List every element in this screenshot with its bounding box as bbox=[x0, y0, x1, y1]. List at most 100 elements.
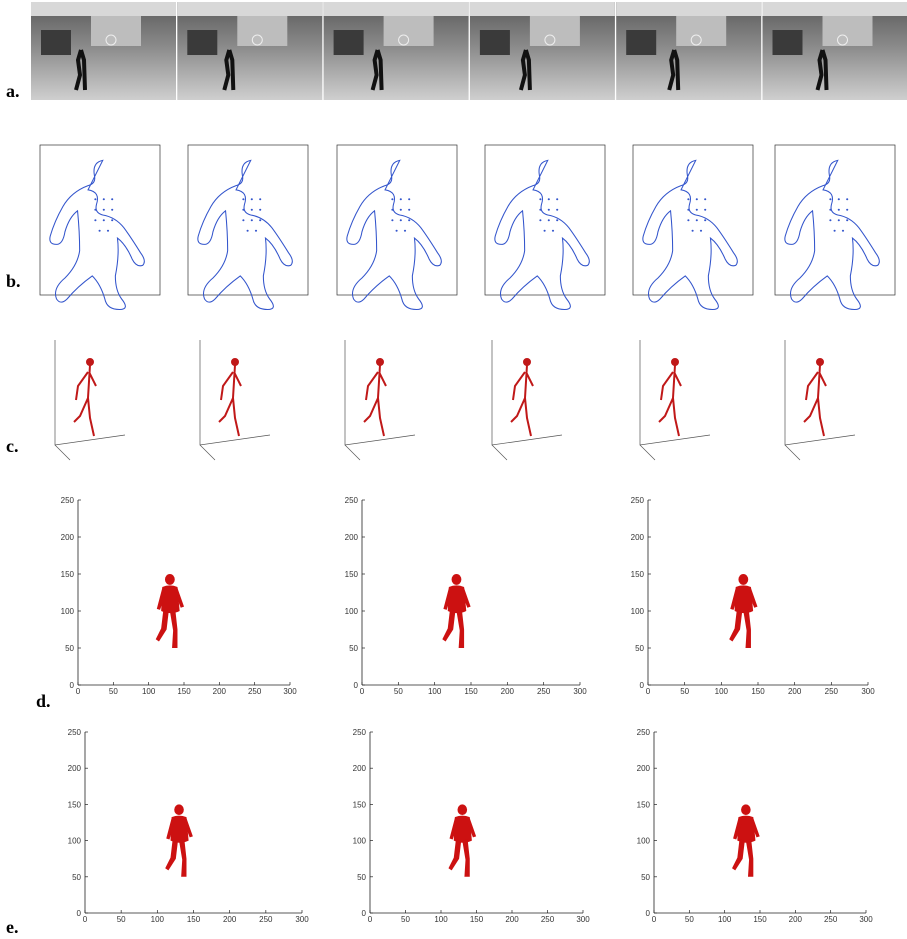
skeleton bbox=[74, 359, 96, 436]
y-tick-label: 150 bbox=[345, 570, 359, 579]
contour bbox=[785, 160, 880, 309]
panel-label: a. bbox=[6, 81, 20, 101]
x-tick-label: 250 bbox=[541, 915, 555, 924]
y-tick-label: 50 bbox=[635, 644, 644, 653]
x-tick-label: 0 bbox=[76, 687, 81, 696]
x-tick-label: 250 bbox=[537, 687, 551, 696]
y-tick-label: 100 bbox=[353, 837, 367, 846]
body-model bbox=[156, 574, 184, 648]
x-tick-label: 150 bbox=[470, 915, 484, 924]
ceiling bbox=[324, 2, 469, 16]
ceiling bbox=[763, 2, 907, 16]
contour bbox=[198, 160, 292, 309]
x-tick-label: 50 bbox=[117, 915, 126, 924]
x-tick-label: 0 bbox=[646, 687, 651, 696]
y-tick-label: 0 bbox=[77, 909, 82, 918]
x-tick-label: 100 bbox=[434, 915, 448, 924]
contour-plot-frame bbox=[188, 145, 308, 295]
y-tick-label: 50 bbox=[357, 873, 366, 882]
contour bbox=[643, 160, 738, 309]
x-tick-label: 50 bbox=[394, 687, 403, 696]
panel-label: b. bbox=[6, 271, 21, 291]
y-tick-label: 250 bbox=[637, 728, 651, 737]
y-tick-label: 0 bbox=[354, 681, 359, 690]
x-tick-label: 250 bbox=[259, 915, 273, 924]
y-tick-label: 0 bbox=[362, 909, 367, 918]
ceiling bbox=[177, 2, 322, 16]
x-tick-label: 150 bbox=[751, 687, 765, 696]
x-tick-label: 150 bbox=[177, 687, 191, 696]
x-tick-label: 200 bbox=[213, 687, 227, 696]
y-tick-label: 200 bbox=[631, 533, 645, 542]
shelf bbox=[41, 30, 71, 55]
x-tick-label: 250 bbox=[824, 915, 838, 924]
skeleton bbox=[659, 359, 681, 436]
contour-plot-frame bbox=[775, 145, 895, 295]
x-tick-label: 200 bbox=[505, 915, 519, 924]
y-tick-label: 50 bbox=[641, 873, 650, 882]
x-tick-label: 0 bbox=[652, 915, 657, 924]
x-tick-label: 300 bbox=[283, 687, 297, 696]
y-tick-label: 100 bbox=[631, 607, 645, 616]
skeleton bbox=[219, 359, 241, 436]
y-tick-label: 150 bbox=[68, 800, 82, 809]
contour bbox=[347, 160, 442, 309]
y-tick-label: 200 bbox=[61, 533, 75, 542]
panel-label: c. bbox=[6, 436, 19, 456]
y-tick-label: 200 bbox=[353, 764, 367, 773]
x-tick-label: 250 bbox=[825, 687, 839, 696]
x-tick-label: 200 bbox=[789, 915, 803, 924]
y-tick-label: 250 bbox=[353, 728, 367, 737]
x-tick-label: 200 bbox=[788, 687, 802, 696]
y-tick-label: 250 bbox=[631, 496, 645, 505]
y-tick-label: 150 bbox=[353, 800, 367, 809]
panel-label: e. bbox=[6, 917, 19, 937]
body-model bbox=[729, 574, 757, 648]
y-tick-label: 100 bbox=[61, 607, 75, 616]
y-tick-label: 0 bbox=[646, 909, 651, 918]
ceiling bbox=[616, 2, 761, 16]
x-tick-label: 100 bbox=[142, 687, 156, 696]
body-model bbox=[165, 804, 193, 876]
y-tick-label: 150 bbox=[631, 570, 645, 579]
contour-plot-frame bbox=[40, 145, 160, 295]
y-tick-label: 200 bbox=[345, 533, 359, 542]
x-tick-label: 300 bbox=[861, 687, 875, 696]
x-tick-label: 150 bbox=[187, 915, 201, 924]
skeleton bbox=[511, 359, 533, 436]
x-tick-label: 200 bbox=[223, 915, 237, 924]
y-tick-label: 50 bbox=[65, 644, 74, 653]
x-tick-label: 50 bbox=[401, 915, 410, 924]
y-tick-label: 0 bbox=[640, 681, 645, 690]
body-model bbox=[448, 804, 476, 876]
x-tick-label: 200 bbox=[501, 687, 515, 696]
y-tick-label: 200 bbox=[637, 764, 651, 773]
shelf bbox=[626, 30, 656, 55]
contour-plot-frame bbox=[485, 145, 605, 295]
x-tick-label: 50 bbox=[680, 687, 689, 696]
body-model bbox=[442, 574, 470, 648]
y-tick-label: 100 bbox=[68, 837, 82, 846]
contour-plot-frame bbox=[633, 145, 753, 295]
x-tick-label: 0 bbox=[368, 915, 373, 924]
x-tick-label: 100 bbox=[715, 687, 729, 696]
y-tick-label: 50 bbox=[72, 873, 81, 882]
x-tick-label: 0 bbox=[360, 687, 365, 696]
x-tick-label: 100 bbox=[718, 915, 732, 924]
x-tick-label: 50 bbox=[685, 915, 694, 924]
body-model bbox=[732, 804, 760, 876]
x-tick-label: 300 bbox=[859, 915, 873, 924]
y-tick-label: 100 bbox=[637, 837, 651, 846]
y-tick-label: 150 bbox=[637, 800, 651, 809]
shelf bbox=[334, 30, 364, 55]
x-tick-label: 100 bbox=[151, 915, 165, 924]
x-tick-label: 150 bbox=[464, 687, 478, 696]
x-tick-label: 300 bbox=[573, 687, 587, 696]
y-tick-label: 250 bbox=[345, 496, 359, 505]
figure: 0 50 100 150 200 250 300 0 50 100 150 200 250 0 50 100 1… bbox=[0, 0, 907, 939]
y-tick-label: 50 bbox=[349, 644, 358, 653]
contour-plot-frame bbox=[337, 145, 457, 295]
x-tick-label: 300 bbox=[295, 915, 309, 924]
skeleton bbox=[804, 359, 826, 436]
x-tick-label: 50 bbox=[109, 687, 118, 696]
